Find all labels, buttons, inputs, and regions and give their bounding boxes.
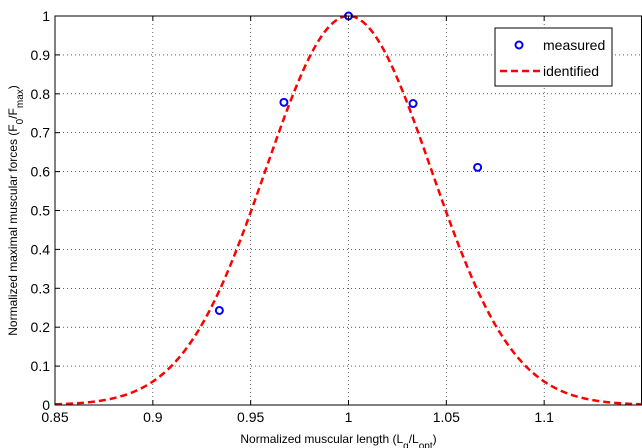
y-tick-label: 0.5 [31,203,51,219]
y-axis-label: Normalized maximal muscular forces (F0/F… [6,85,26,336]
y-tick-label: 0.6 [31,164,51,180]
legend-measured-label: measured [543,37,605,53]
measured-point [279,97,289,107]
x-tick-label: 0.9 [143,409,163,425]
identified-curve [54,14,642,406]
legend-measured-marker [514,40,524,50]
y-tick-label: 0.9 [31,47,51,63]
x-tick-label: 1.05 [433,409,460,425]
y-tick-label: 0.1 [31,358,51,374]
ticks [54,15,545,406]
identified-series [54,14,642,406]
y-tick-label: 0.8 [31,86,51,102]
x-tick-label: 0.85 [41,409,68,425]
y-tick-label: 0.7 [31,125,51,141]
y-tick-label: 0.3 [31,280,51,296]
measured-point [408,99,418,109]
measured-point [214,305,224,315]
legend: measured identified [494,27,613,87]
legend-identified-label: identified [543,63,599,79]
x-tick-label: 1.1 [534,409,554,425]
x-tick-labels: 0.85 0.9 0.95 1 1.05 1.1 [41,409,554,425]
legend-box [494,27,613,87]
y-tick-label: 0.2 [31,319,51,335]
y-tick-label: 0.4 [31,241,51,257]
grid [55,16,642,405]
x-tick-label: 1 [345,409,353,425]
measured-point [473,162,483,172]
y-tick-label: 0 [42,397,50,413]
x-axis-label: Normalized muscular length (Lq/Lopt) [240,432,436,448]
measured-series [214,11,483,315]
y-tick-label: 1 [42,8,50,24]
y-tick-labels: 0 0.1 0.2 0.3 0.4 0.5 0.6 0.7 0.8 0.9 1 [31,8,51,413]
x-tick-label: 0.95 [237,409,264,425]
